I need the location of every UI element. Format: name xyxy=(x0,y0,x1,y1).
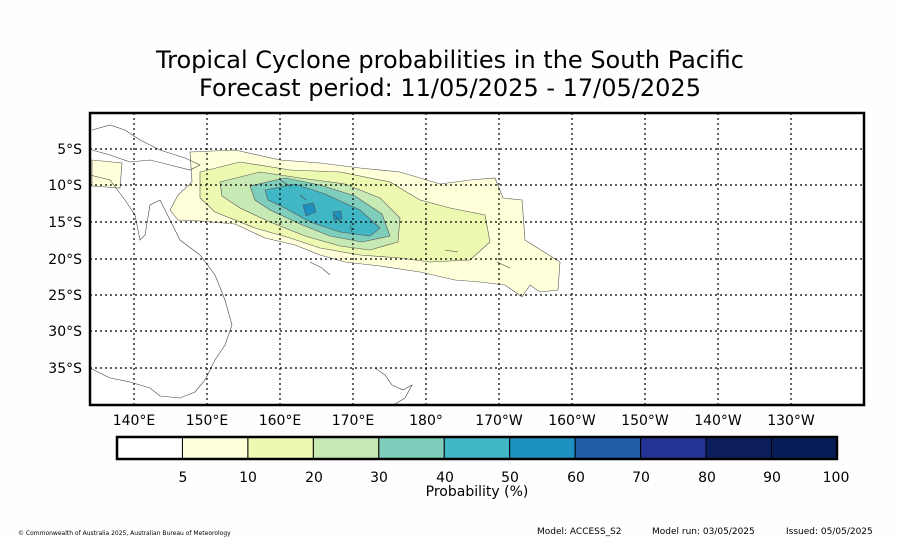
lat-label: 10°S xyxy=(48,178,82,194)
map-frame xyxy=(88,111,866,407)
issued-date: Issued: 05/05/2025 xyxy=(786,527,873,537)
colorbar-cell xyxy=(771,436,838,460)
model-run: Model run: 03/05/2025 xyxy=(652,527,755,537)
contour-50-60-b xyxy=(332,210,343,221)
islands-coast xyxy=(279,179,511,269)
colorbar-cell xyxy=(574,436,642,460)
colorbar-cell xyxy=(640,436,707,460)
lat-label: 25°S xyxy=(48,288,82,304)
lat-label: 20°S xyxy=(48,252,82,268)
lon-label: 140°W xyxy=(694,413,742,429)
lat-labels: 5°S 10°S 15°S 20°S 25°S 30°S 35°S xyxy=(48,142,82,377)
gridlines xyxy=(90,113,864,405)
new-guinea-coast xyxy=(91,124,201,171)
colorbar-tick: 10 xyxy=(239,470,257,486)
lon-label: 150°E xyxy=(186,413,229,429)
colorbar-cell xyxy=(443,436,511,460)
copyright-text: © Commonwealth of Australia 2025, Austra… xyxy=(18,530,231,537)
model-name: Model: ACCESS_S2 xyxy=(537,527,622,537)
lon-label: 170°W xyxy=(475,413,523,429)
colorbar-tick: 60 xyxy=(567,470,585,486)
lon-label: 130°W xyxy=(767,413,815,429)
colorbar-tick: 100 xyxy=(823,470,850,486)
colorbar-cell xyxy=(116,436,183,460)
lon-label: 150°W xyxy=(621,413,669,429)
lat-label: 15°S xyxy=(48,215,82,231)
colorbar-label: Probability (%) xyxy=(426,484,529,500)
coastlines xyxy=(89,124,511,405)
colorbar-cell xyxy=(705,436,773,460)
australia-coast xyxy=(89,174,233,399)
lon-labels: 140°E 150°E 160°E 170°E 180° 170°W 160°W… xyxy=(113,413,815,429)
colorbar-tick: 30 xyxy=(370,470,388,486)
colorbar-ticks: 5 10 20 30 40 50 60 70 80 90 100 xyxy=(179,470,850,486)
lon-label: 160°W xyxy=(548,413,596,429)
colorbar xyxy=(116,436,838,460)
lat-label: 30°S xyxy=(48,324,82,340)
lon-label: 140°E xyxy=(113,413,156,429)
chart-title: Tropical Cyclone probabilities in the So… xyxy=(156,46,744,74)
colorbar-cell xyxy=(378,436,445,460)
colorbar-cell xyxy=(509,436,576,460)
new-zealand-coast xyxy=(374,367,413,405)
colorbar-cell xyxy=(181,436,249,460)
colorbar-frame xyxy=(115,435,839,461)
new-caledonia-coast xyxy=(309,261,331,276)
colorbar-cell xyxy=(247,436,314,460)
colorbar-tick: 80 xyxy=(698,470,716,486)
forecast-period: Forecast period: 11/05/2025 - 17/05/2025 xyxy=(199,74,701,102)
lat-label: 5°S xyxy=(57,142,82,158)
colorbar-tick: 90 xyxy=(763,470,781,486)
lon-label: 170°E xyxy=(332,413,375,429)
colorbar-tick: 50 xyxy=(501,470,519,486)
colorbar-tick: 40 xyxy=(436,470,454,486)
lat-label: 35°S xyxy=(48,361,82,377)
contour-5-10-west xyxy=(91,159,123,189)
colorbar-cell xyxy=(312,436,380,460)
colorbar-tick: 20 xyxy=(305,470,323,486)
lon-label: 180° xyxy=(409,413,443,429)
contour-40-50 xyxy=(264,183,381,237)
contour-50-60 xyxy=(302,202,317,217)
colorbar-tick: 70 xyxy=(632,470,650,486)
lon-label: 160°E xyxy=(259,413,302,429)
colorbar-tick: 5 xyxy=(179,470,188,486)
